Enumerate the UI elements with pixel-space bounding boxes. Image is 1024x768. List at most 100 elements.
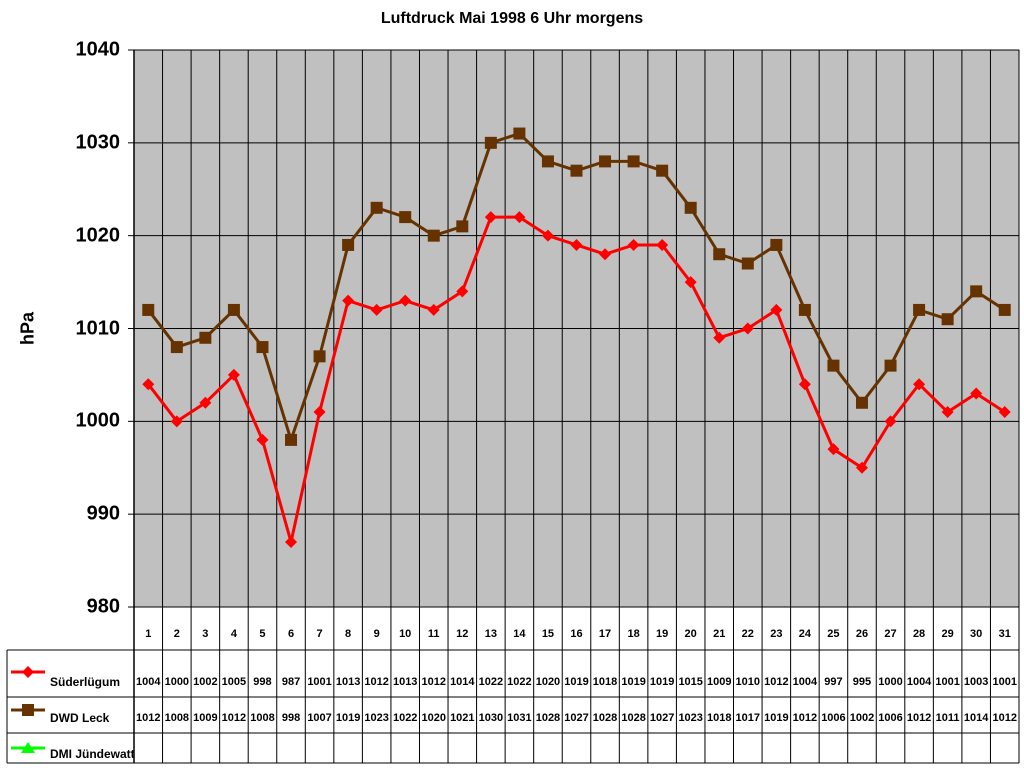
- y-tick-label: 990: [86, 502, 120, 525]
- table-cell: 1004: [792, 676, 818, 688]
- x-category-label: 27: [884, 628, 897, 640]
- table-cell: 1027: [564, 712, 589, 724]
- table-cell: 1010: [735, 676, 761, 688]
- x-category-label: 28: [912, 628, 926, 640]
- diamond-marker: [713, 331, 726, 344]
- diamond-marker: [884, 415, 897, 428]
- legend-triangle-icon: [21, 742, 35, 753]
- diamond-marker: [770, 303, 783, 316]
- diamond-marker: [798, 378, 811, 391]
- diamond-marker: [484, 211, 497, 224]
- table-cell: 1022: [507, 676, 532, 688]
- table-cell: 1030: [478, 712, 504, 724]
- table-cell: 1006: [821, 712, 846, 724]
- x-category-label: 7: [316, 628, 323, 640]
- diamond-marker: [342, 294, 355, 307]
- square-marker: [256, 341, 269, 354]
- square-marker: [684, 201, 697, 214]
- legend-label: Süderlügum: [50, 675, 121, 689]
- diamond-marker: [399, 294, 412, 307]
- table-cell: 1012: [992, 712, 1017, 724]
- table-cell: 1002: [193, 676, 218, 688]
- table-cell: 1028: [535, 712, 561, 724]
- table-cell: 1015: [678, 676, 703, 688]
- table-cell: 1013: [335, 676, 361, 688]
- table-cell: 1008: [250, 712, 275, 724]
- square-marker: [656, 164, 669, 177]
- table-cell: 1022: [478, 676, 504, 688]
- diamond-marker: [142, 378, 155, 391]
- square-marker: [741, 257, 754, 270]
- table-cell: 1011: [935, 712, 960, 724]
- table-cell: 1007: [307, 712, 332, 724]
- x-category-label: 24: [798, 628, 811, 640]
- diamond-marker: [998, 406, 1011, 419]
- x-category-label: 4: [230, 628, 237, 640]
- diamond-marker: [913, 378, 926, 391]
- table-cell: 1023: [364, 712, 389, 724]
- table-cell: 1019: [564, 676, 589, 688]
- y-tick-label: 1040: [75, 38, 121, 61]
- table-cell: 1018: [592, 676, 618, 688]
- table-cell: 1002: [849, 712, 875, 724]
- square-marker: [913, 303, 926, 316]
- table-cell: 997: [824, 676, 843, 688]
- table-cell: 1012: [764, 676, 789, 688]
- table-cell: 1006: [878, 712, 903, 724]
- x-category-label: 14: [513, 628, 526, 640]
- diamond-marker: [599, 248, 612, 261]
- legend-diamond-icon: [22, 666, 34, 678]
- table-cell: 1008: [164, 712, 190, 724]
- y-tick-label: 1010: [75, 317, 121, 339]
- table-cell: 1027: [649, 712, 675, 724]
- diamond-marker: [227, 368, 240, 381]
- table-cell: 1000: [878, 676, 903, 688]
- table-cell: 1020: [535, 676, 561, 688]
- table-cell: 1020: [421, 712, 446, 724]
- table-cell: 1018: [706, 712, 732, 724]
- table-cell: 1012: [906, 712, 932, 724]
- square-marker: [399, 211, 412, 224]
- x-category-label: 31: [998, 628, 1011, 640]
- diamond-marker: [855, 461, 868, 474]
- square-marker: [570, 164, 583, 177]
- table-cell: 1013: [392, 676, 418, 688]
- square-marker: [285, 433, 298, 446]
- square-marker: [770, 238, 783, 251]
- x-category-label: 8: [345, 628, 352, 640]
- table-cell: 1019: [335, 712, 361, 724]
- square-marker: [713, 248, 726, 261]
- square-marker: [884, 359, 897, 372]
- diamond-marker: [570, 238, 583, 251]
- square-marker: [627, 155, 640, 168]
- x-category-label: 15: [541, 628, 555, 640]
- table-cell: 1012: [136, 712, 161, 724]
- table-cell: 1009: [193, 712, 218, 724]
- table-cell: 1003: [963, 676, 989, 688]
- table-cell: 1001: [307, 676, 332, 688]
- square-marker: [199, 331, 212, 344]
- table-cell: 1012: [221, 712, 247, 724]
- table-cell: 987: [281, 676, 301, 688]
- x-category-label: 23: [770, 628, 783, 640]
- table-cell: 1028: [621, 712, 646, 724]
- x-category-label: 2: [173, 628, 180, 640]
- x-category-label: 17: [598, 628, 612, 640]
- square-marker: [941, 313, 954, 326]
- square-marker: [227, 303, 240, 316]
- x-category-label: 6: [287, 628, 295, 640]
- y-tick-label: 1020: [75, 224, 121, 247]
- diamond-marker: [285, 536, 298, 549]
- x-category-label: 20: [684, 628, 697, 640]
- table-cell: 1021: [450, 712, 475, 724]
- diamond-marker: [627, 238, 640, 251]
- table-cell: 1004: [906, 676, 932, 688]
- x-category-label: 9: [373, 628, 380, 640]
- square-marker: [427, 229, 440, 242]
- legend-label: DWD Leck: [50, 711, 110, 725]
- x-category-label: 22: [741, 628, 754, 640]
- x-category-label: 30: [970, 628, 983, 640]
- table-cell: 1031: [507, 712, 532, 724]
- square-marker: [541, 155, 554, 168]
